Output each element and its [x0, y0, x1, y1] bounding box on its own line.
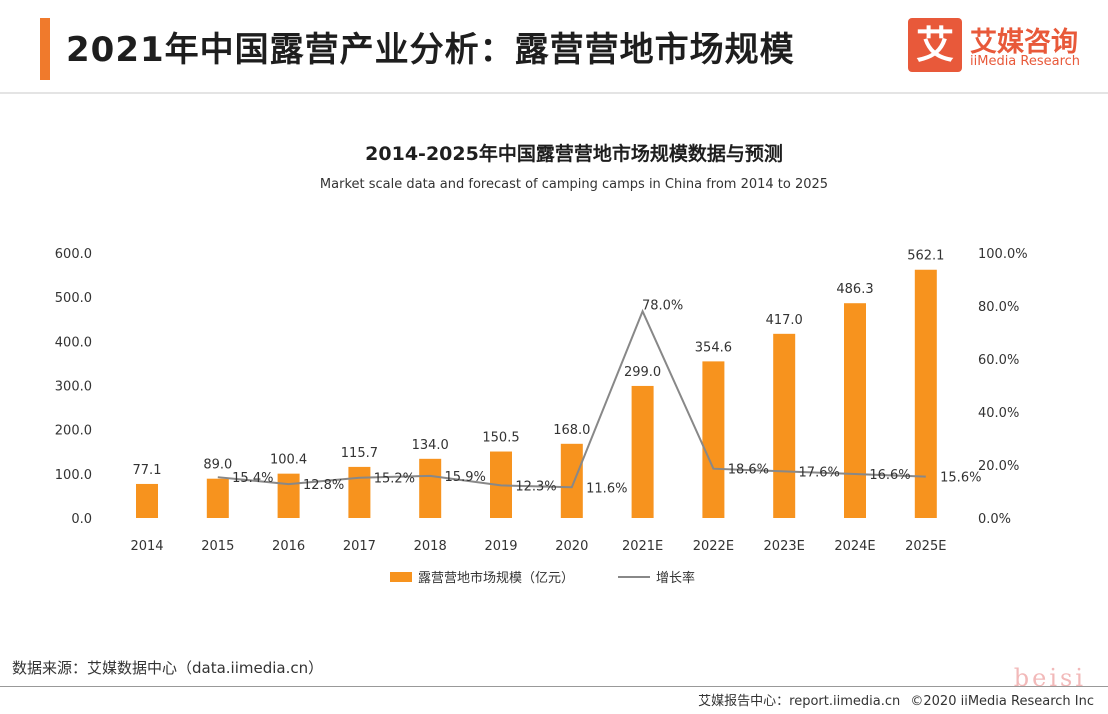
- legend-label-line: 增长率: [656, 570, 695, 586]
- growth-rate-value-label: 15.9%: [445, 470, 486, 485]
- bar-value-label: 77.1: [133, 463, 162, 478]
- x-axis-tick-label: 2020: [555, 539, 588, 554]
- bar-value-label: 417.0: [766, 313, 803, 328]
- bar-value-label: 115.7: [341, 446, 378, 461]
- bar-value-label: 89.0: [203, 458, 232, 473]
- left-axis-tick-label: 200.0: [55, 424, 92, 439]
- right-axis-tick-label: 100.0%: [978, 247, 1028, 262]
- left-axis-tick-label: 600.0: [55, 247, 92, 262]
- left-y-axis: 0.0 100.0 200.0 300.0 400.0 500.0 600.0: [55, 247, 92, 527]
- chart-legend: 露营营地市场规模（亿元） 增长率: [390, 570, 695, 586]
- page-title: 2021年中国露营产业分析：露营营地市场规模: [66, 30, 795, 70]
- data-source-note: 数据来源：艾媒数据中心（data.iimedia.cn）: [12, 659, 324, 677]
- logo-mark: 艾: [908, 18, 962, 72]
- report-center-link[interactable]: 艾媒报告中心：report.iimedia.cn: [698, 694, 901, 709]
- right-axis-tick-label: 60.0%: [978, 353, 1019, 368]
- right-y-axis: 0.0% 20.0% 40.0% 60.0% 80.0% 100.0%: [978, 247, 1028, 527]
- bar: [277, 473, 300, 518]
- bar-value-label: 486.3: [836, 282, 873, 297]
- bar: [773, 333, 796, 518]
- left-axis-tick-label: 400.0: [55, 335, 92, 350]
- x-axis: 2014 2015 2016 2017 2018 2019 2020 2021E 2022E 20…: [130, 539, 946, 554]
- growth-rate-value-label: 15.2%: [374, 472, 415, 487]
- copyright-text: ©2020 iiMedia Research Inc: [910, 694, 1094, 709]
- growth-rate-value-label: 16.6%: [869, 468, 910, 483]
- chart-title: 2014-2025年中国露营营地市场规模数据与预测: [365, 142, 783, 165]
- bar-series: 77.1 89.0 100.4 115.7 134.0 150.5 168.0 299.0 35…: [133, 249, 944, 518]
- bar-value-label: 354.6: [695, 340, 732, 355]
- left-axis-tick-label: 0.0: [71, 512, 92, 527]
- logo-english-text: iiMedia Research: [970, 54, 1081, 69]
- bar-value-label: 562.1: [907, 249, 944, 264]
- growth-rate-value-label: 15.4%: [232, 471, 273, 486]
- right-axis-tick-label: 0.0%: [978, 512, 1011, 527]
- iimedia-logo: 艾 艾媒咨询 iiMedia Research: [908, 18, 1088, 74]
- left-axis-tick-label: 300.0: [55, 380, 92, 395]
- chart-subtitle: Market scale data and forecast of campin…: [320, 177, 828, 192]
- growth-rate-value-label: 12.3%: [515, 479, 556, 494]
- left-axis-tick-label: 100.0: [55, 468, 92, 483]
- bar: [419, 458, 442, 518]
- bar: [136, 483, 158, 518]
- bar: [206, 478, 229, 518]
- bar-value-label: 134.0: [412, 438, 449, 453]
- bar: [702, 361, 725, 518]
- bar: [560, 443, 583, 518]
- watermark-text: beisi: [1013, 664, 1086, 692]
- bar: [914, 269, 937, 518]
- bar: [844, 303, 866, 518]
- x-axis-tick-label: 2024E: [834, 539, 875, 554]
- bar: [631, 385, 654, 518]
- x-axis-tick-label: 2014: [130, 539, 163, 554]
- legend-swatch-bar: [390, 572, 412, 582]
- x-axis-tick-label: 2016: [272, 539, 305, 554]
- footer-bar: 艾媒报告中心：report.iimedia.cn ©2020 iiMedia R…: [692, 690, 1094, 709]
- growth-rate-value-label: 18.6%: [728, 463, 769, 478]
- bar-value-label: 299.0: [624, 365, 661, 380]
- header-divider: [0, 92, 1108, 94]
- left-axis-tick-label: 500.0: [55, 291, 92, 306]
- growth-rate-value-label: 78.0%: [642, 298, 683, 313]
- bar-value-label: 168.0: [553, 423, 590, 438]
- growth-rate-line: [217, 308, 926, 489]
- bar-value-label: 150.5: [482, 431, 519, 446]
- right-axis-tick-label: 80.0%: [978, 300, 1019, 315]
- market-scale-chart: 2014-2025年中国露营营地市场规模数据与预测 Market scale d…: [55, 142, 1028, 586]
- footer-divider: [0, 686, 1108, 687]
- x-axis-tick-label: 2023E: [764, 539, 805, 554]
- logo-chinese-text: 艾媒咨询: [970, 27, 1078, 58]
- x-axis-tick-label: 2017: [343, 539, 376, 554]
- x-axis-tick-label: 2015: [201, 539, 234, 554]
- x-axis-tick-label: 2021E: [622, 539, 663, 554]
- right-axis-tick-label: 20.0%: [978, 459, 1019, 474]
- title-accent-bar: [40, 18, 50, 80]
- growth-rate-value-label: 12.8%: [303, 478, 344, 493]
- bar: [348, 466, 371, 518]
- x-axis-tick-label: 2025E: [905, 539, 946, 554]
- right-axis-tick-label: 40.0%: [978, 406, 1019, 421]
- legend-label-bar: 露营营地市场规模（亿元）: [418, 570, 574, 586]
- x-axis-tick-label: 2022E: [693, 539, 734, 554]
- growth-rate-line-series: 15.4% 12.8% 15.2% 15.9% 12.3% 11.6% 78.0% 18.6%…: [217, 298, 981, 496]
- x-axis-tick-label: 2019: [484, 539, 517, 554]
- growth-rate-value-label: 11.6%: [586, 481, 627, 496]
- growth-rate-value-label: 15.6%: [940, 471, 981, 486]
- growth-rate-value-label: 17.6%: [799, 465, 840, 480]
- x-axis-tick-label: 2018: [414, 539, 447, 554]
- bar-value-label: 100.4: [270, 453, 307, 468]
